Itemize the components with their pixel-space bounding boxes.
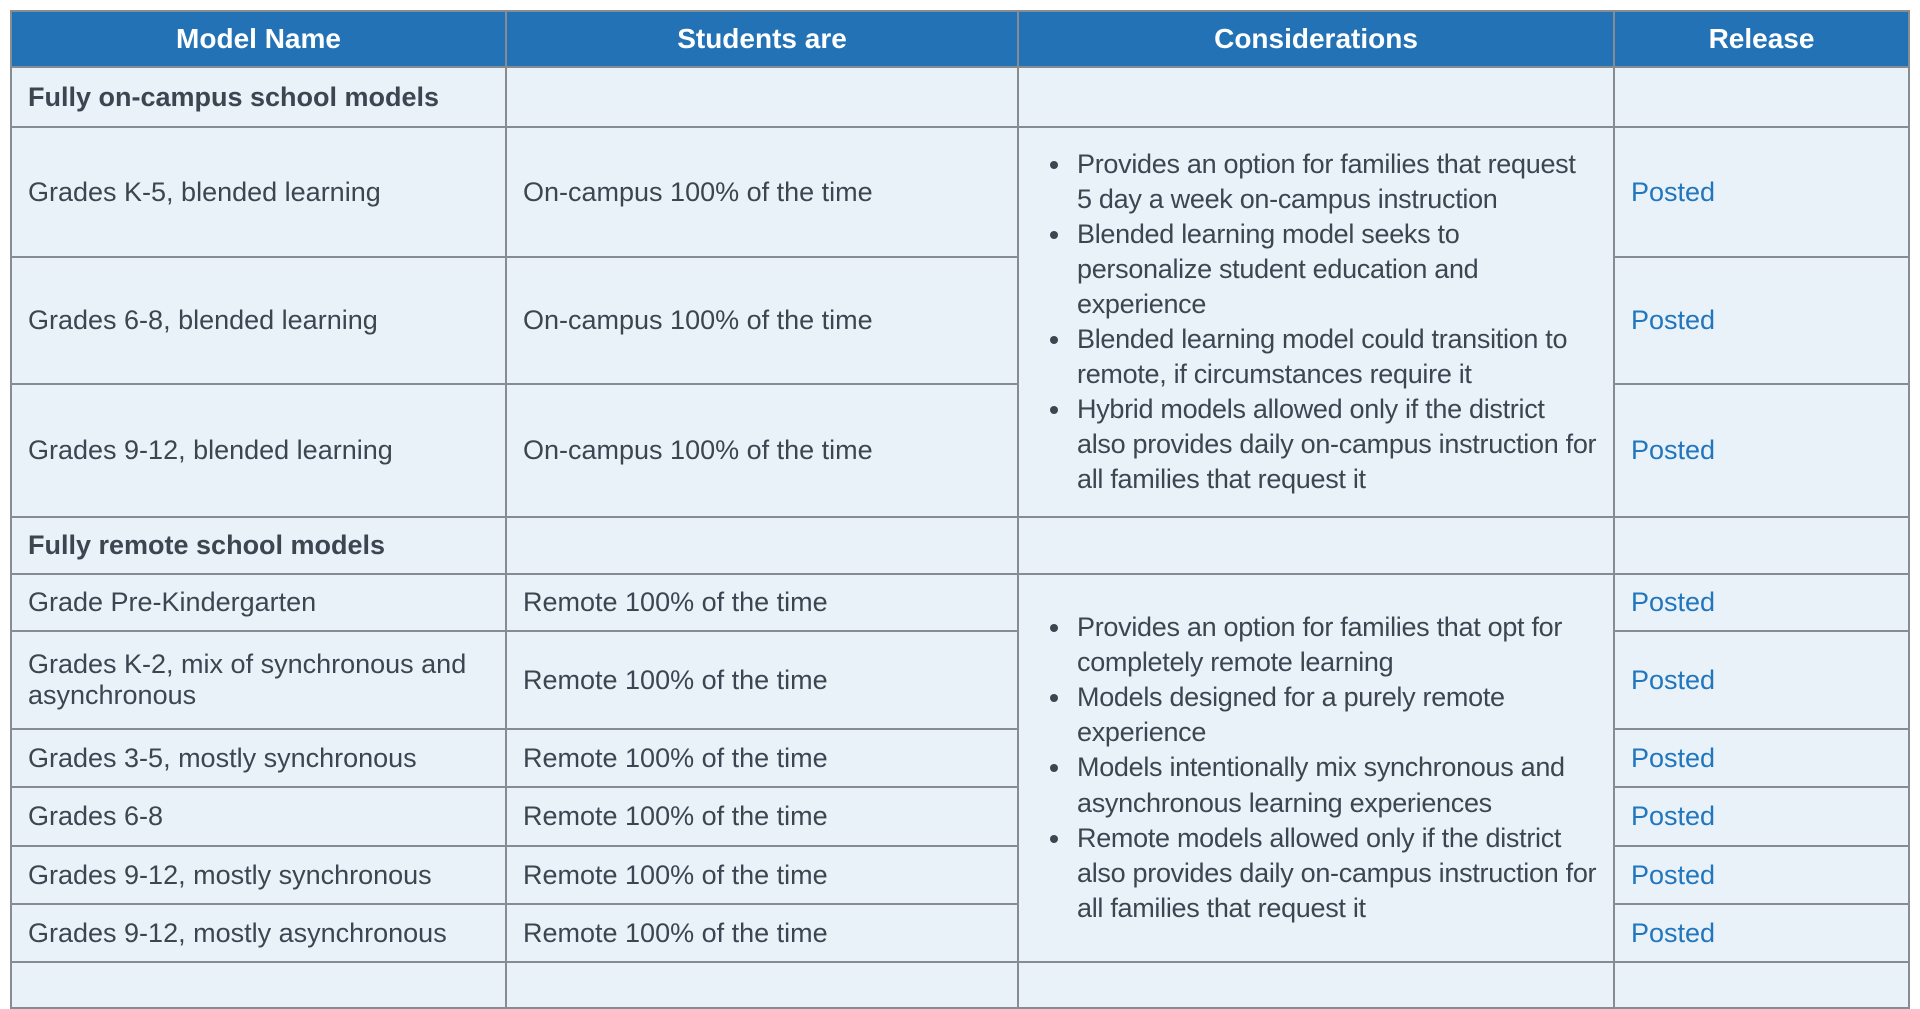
posted-link[interactable]: Posted — [1631, 742, 1716, 773]
table-row: Grades K-5, blended learning On-campus 1… — [10, 126, 1910, 518]
column-header-students-are: Students are — [505, 10, 1019, 68]
posted-link[interactable]: Posted — [1631, 859, 1716, 890]
empty-cell — [1613, 66, 1910, 128]
empty-cell — [1017, 66, 1615, 128]
considerations-list: Provides an option for families that req… — [1035, 147, 1597, 498]
posted-link[interactable]: Posted — [1631, 664, 1716, 695]
model-name-cell: Grades 9-12, mostly synchronous — [10, 845, 507, 905]
consideration-item: Remote models allowed only if the distri… — [1073, 821, 1597, 926]
students-are-cell: Remote 100% of the time — [505, 903, 1019, 963]
model-name-cell: Grades K-2, mix of synchronous and async… — [10, 630, 507, 730]
column-header-model-name: Model Name — [10, 10, 507, 68]
release-cell: Posted — [1613, 126, 1910, 258]
considerations-cell: Provides an option for families that req… — [1017, 126, 1615, 518]
model-name-cell: Grades 6-8, blended learning — [10, 256, 507, 385]
posted-link[interactable]: Posted — [1631, 587, 1716, 617]
students-are-cell: Remote 100% of the time — [505, 630, 1019, 730]
release-cell: Posted — [1613, 728, 1910, 788]
empty-cell — [505, 66, 1019, 128]
model-name-cell: Grades K-5, blended learning — [10, 126, 507, 258]
model-name-cell: Grades 9-12, blended learning — [10, 383, 507, 518]
students-are-cell: Remote 100% of the time — [505, 786, 1019, 847]
table-row: Grades 6-8 Remote 100% of the time Poste… — [10, 786, 1910, 847]
release-cell: Posted — [1613, 630, 1910, 730]
empty-cell — [505, 516, 1019, 575]
posted-link[interactable]: Posted — [1631, 305, 1716, 335]
empty-cell — [505, 961, 1019, 1009]
column-header-considerations: Considerations — [1017, 10, 1615, 68]
partial-row — [10, 961, 1910, 1009]
students-are-cell: Remote 100% of the time — [505, 728, 1019, 788]
section-title: Fully on-campus school models — [10, 66, 507, 128]
empty-cell — [1017, 961, 1615, 1009]
consideration-item: Models designed for a purely remote expe… — [1073, 680, 1597, 750]
model-name-cell: Grades 6-8 — [10, 786, 507, 847]
school-models-table: Model Name Students are Considerations R… — [10, 10, 1910, 1009]
students-are-cell: On-campus 100% of the time — [505, 126, 1019, 258]
posted-link[interactable]: Posted — [1631, 176, 1716, 207]
header-row: Model Name Students are Considerations R… — [10, 10, 1910, 68]
consideration-item: Hybrid models allowed only if the distri… — [1073, 392, 1597, 497]
release-cell: Posted — [1613, 845, 1910, 905]
posted-link[interactable]: Posted — [1631, 801, 1716, 831]
students-are-cell: Remote 100% of the time — [505, 573, 1019, 632]
posted-link[interactable]: Posted — [1631, 917, 1716, 948]
section-row-on-campus: Fully on-campus school models — [10, 66, 1910, 128]
page-content: Model Name Students are Considerations R… — [10, 10, 1910, 1009]
table-row: Grades 9-12, mostly asynchronous Remote … — [10, 903, 1910, 963]
consideration-item: Provides an option for families that opt… — [1073, 610, 1597, 680]
empty-cell — [1017, 516, 1615, 575]
consideration-item: Models intentionally mix synchronous and… — [1073, 750, 1597, 820]
consideration-item: Blended learning model seeks to personal… — [1073, 217, 1597, 322]
students-are-cell: Remote 100% of the time — [505, 845, 1019, 905]
table-row: Grades K-2, mix of synchronous and async… — [10, 630, 1910, 730]
column-header-release: Release — [1613, 10, 1910, 68]
table-row: Grades 3-5, mostly synchronous Remote 10… — [10, 728, 1910, 788]
section-row-remote: Fully remote school models — [10, 516, 1910, 575]
consideration-item: Provides an option for families that req… — [1073, 147, 1597, 217]
release-cell: Posted — [1613, 903, 1910, 963]
section-title: Fully remote school models — [10, 516, 507, 575]
model-name-cell: Grade Pre-Kindergarten — [10, 573, 507, 632]
posted-link[interactable]: Posted — [1631, 435, 1716, 465]
table-row: Grade Pre-Kindergarten Remote 100% of th… — [10, 573, 1910, 963]
empty-cell — [1613, 516, 1910, 575]
table-row: Grades 9-12, mostly synchronous Remote 1… — [10, 845, 1910, 905]
release-cell: Posted — [1613, 256, 1910, 385]
release-cell: Posted — [1613, 786, 1910, 847]
considerations-list: Provides an option for families that opt… — [1035, 610, 1597, 926]
release-cell: Posted — [1613, 383, 1910, 518]
model-name-cell: Grades 9-12, mostly asynchronous — [10, 903, 507, 963]
empty-cell — [1613, 961, 1910, 1009]
empty-cell — [10, 961, 507, 1009]
table-row: Grades 9-12, blended learning On-campus … — [10, 383, 1910, 518]
release-cell: Posted — [1613, 573, 1910, 632]
considerations-cell: Provides an option for families that opt… — [1017, 573, 1615, 963]
students-are-cell: On-campus 100% of the time — [505, 256, 1019, 385]
table-row: Grades 6-8, blended learning On-campus 1… — [10, 256, 1910, 385]
consideration-item: Blended learning model could transition … — [1073, 322, 1597, 392]
model-name-cell: Grades 3-5, mostly synchronous — [10, 728, 507, 788]
students-are-cell: On-campus 100% of the time — [505, 383, 1019, 518]
